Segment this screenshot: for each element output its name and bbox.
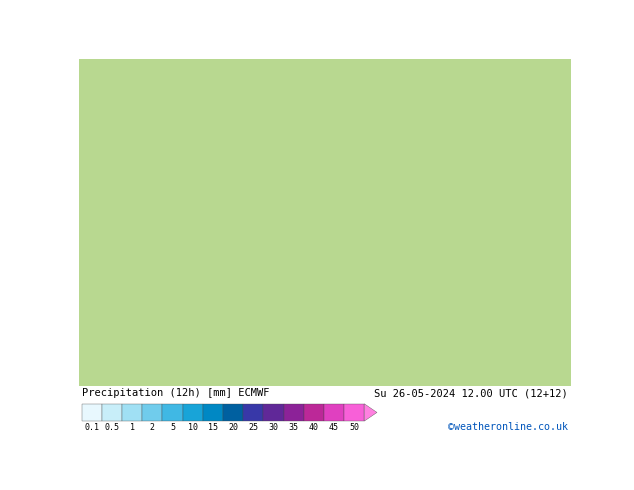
- Bar: [183, 404, 203, 421]
- Bar: [344, 404, 364, 421]
- Bar: [283, 404, 304, 421]
- Text: 1: 1: [130, 423, 134, 432]
- Text: ©weatheronline.co.uk: ©weatheronline.co.uk: [448, 422, 568, 432]
- Text: 5: 5: [170, 423, 175, 432]
- Text: 35: 35: [288, 423, 299, 432]
- Text: 25: 25: [249, 423, 258, 432]
- Bar: [223, 404, 243, 421]
- Text: 10: 10: [188, 423, 198, 432]
- Text: 0.1: 0.1: [84, 423, 100, 432]
- Bar: [142, 404, 162, 421]
- Bar: [162, 404, 183, 421]
- Bar: [122, 404, 142, 421]
- Polygon shape: [364, 404, 377, 421]
- Bar: [102, 404, 122, 421]
- Text: Su 26-05-2024 12.00 UTC (12+12): Su 26-05-2024 12.00 UTC (12+12): [375, 388, 568, 398]
- Text: 40: 40: [309, 423, 319, 432]
- Bar: [304, 404, 324, 421]
- Text: 0.5: 0.5: [105, 423, 119, 432]
- Bar: [324, 404, 344, 421]
- Text: 2: 2: [150, 423, 155, 432]
- Bar: [243, 404, 263, 421]
- Text: 30: 30: [268, 423, 278, 432]
- Text: 45: 45: [329, 423, 339, 432]
- Bar: [263, 404, 283, 421]
- Bar: [82, 404, 102, 421]
- Text: 20: 20: [228, 423, 238, 432]
- Text: Precipitation (12h) [mm] ECMWF: Precipitation (12h) [mm] ECMWF: [82, 388, 269, 398]
- Text: 15: 15: [208, 423, 218, 432]
- Bar: [203, 404, 223, 421]
- Text: 50: 50: [349, 423, 359, 432]
